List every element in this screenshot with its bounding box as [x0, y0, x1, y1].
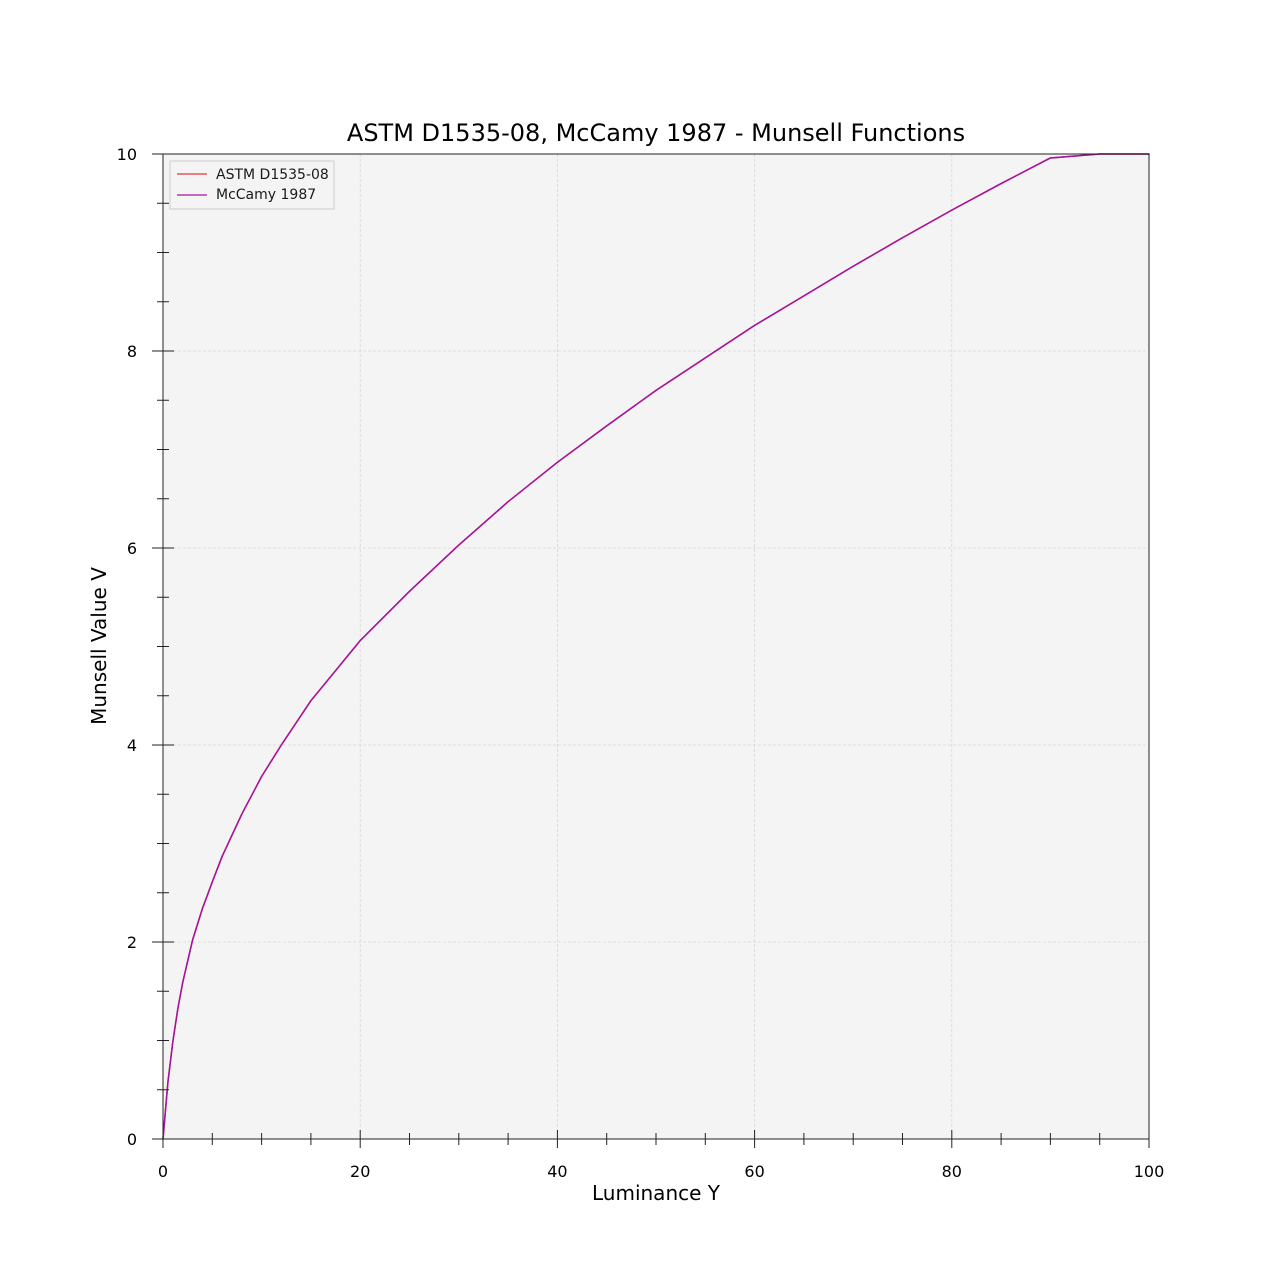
- x-tick-label: 100: [1134, 1162, 1165, 1181]
- x-tick-label: 20: [350, 1162, 370, 1181]
- y-tick-label: 10: [117, 145, 137, 164]
- chart-title: ASTM D1535-08, McCamy 1987 - Munsell Fun…: [347, 119, 965, 147]
- x-tick-label: 40: [547, 1162, 567, 1181]
- y-tick-label: 0: [127, 1130, 137, 1149]
- legend-entry-mccamy: McCamy 1987: [216, 187, 316, 203]
- x-axis-label: Luminance Y: [592, 1181, 721, 1205]
- legend: ASTM D1535-08 McCamy 1987: [169, 160, 335, 210]
- plot-area: [163, 154, 1149, 1139]
- x-tick-label: 80: [942, 1162, 962, 1181]
- series-lines: [162, 153, 1150, 1140]
- grid-lines: [163, 154, 1149, 1139]
- legend-entry-astm: ASTM D1535-08: [216, 167, 329, 183]
- y-tick-label: 2: [127, 933, 137, 952]
- y-tick-label: 6: [127, 539, 137, 558]
- x-tick-label: 60: [744, 1162, 764, 1181]
- y-tick-label: 8: [127, 342, 137, 361]
- series-line-1: [162, 153, 1150, 1140]
- x-tick-label: 0: [158, 1162, 168, 1181]
- y-axis-label: Munsell Value V: [87, 567, 111, 725]
- legend-box: [169, 160, 335, 210]
- axis-ticks: 0 20 40 60 80 100 0 2 4 6 8 10: [117, 145, 1165, 1181]
- y-tick-label: 4: [127, 736, 137, 755]
